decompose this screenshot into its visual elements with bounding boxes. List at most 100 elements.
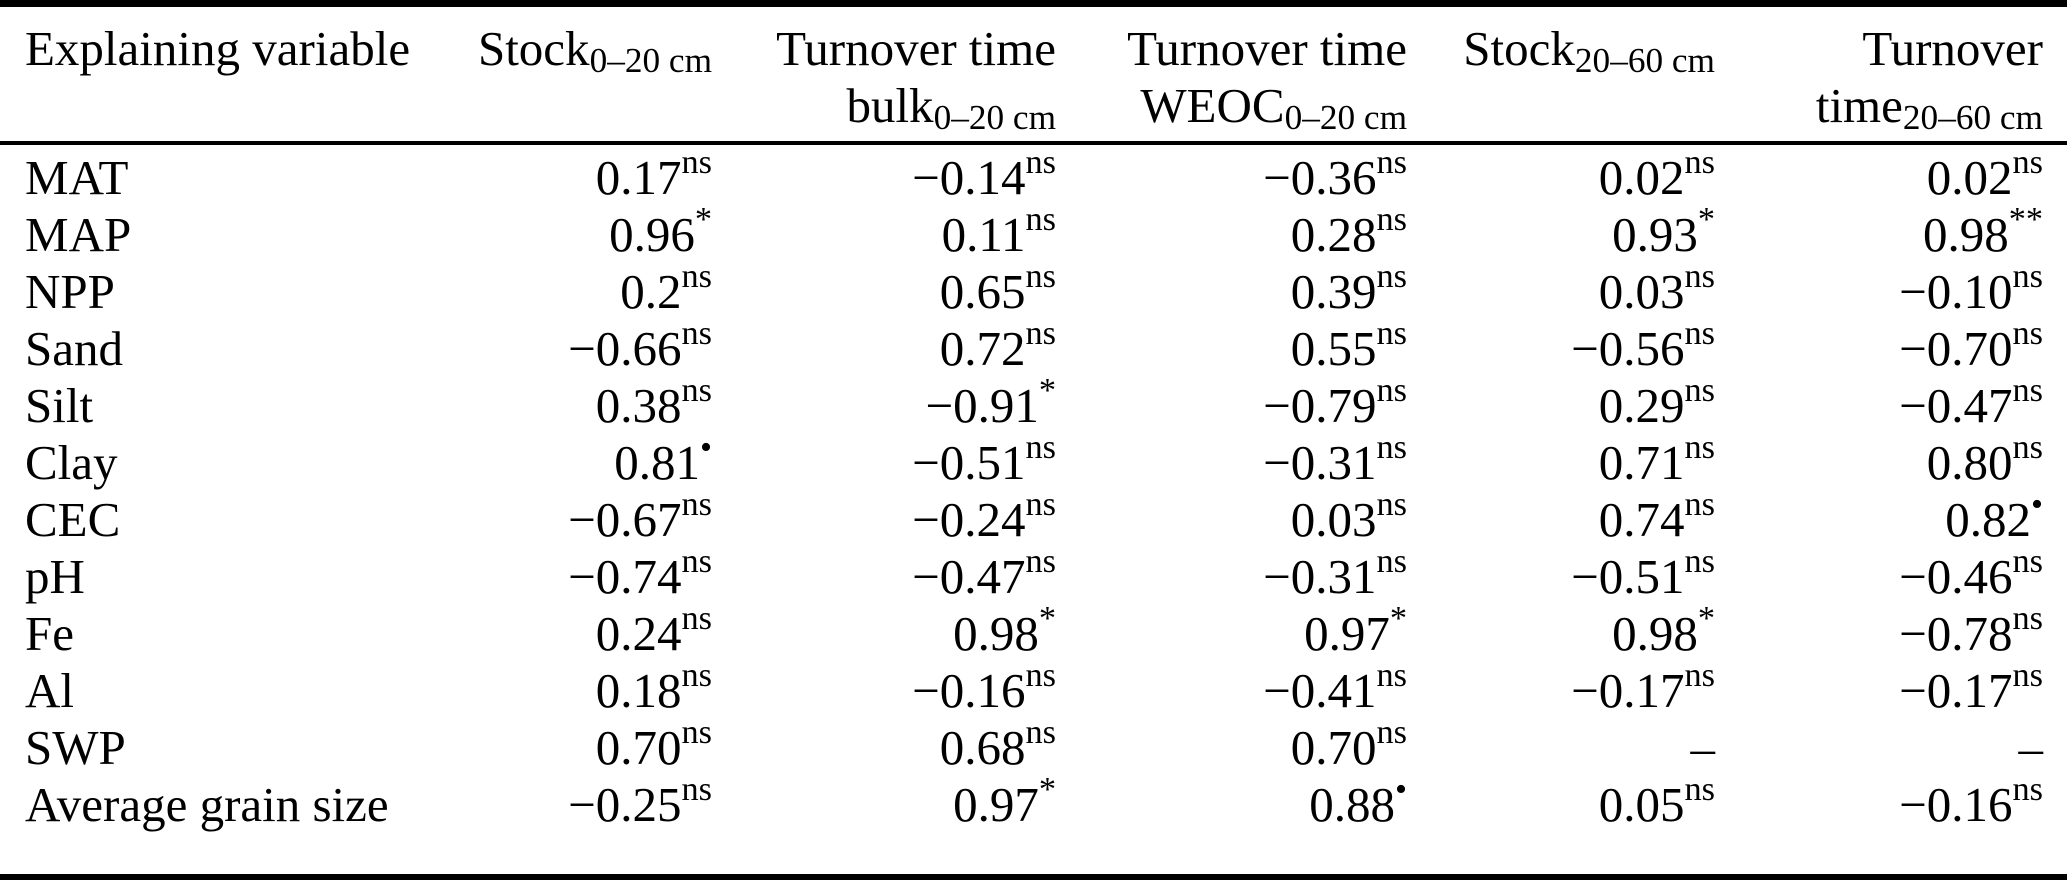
value-cell: 0.82• bbox=[1715, 486, 2067, 548]
value-cell: 0.96* bbox=[440, 201, 712, 263]
correlation-value: −0.36 bbox=[1263, 150, 1377, 205]
row-label: MAP bbox=[25, 207, 132, 262]
significance-superscript: * bbox=[1038, 769, 1056, 808]
significance-superscript: ns bbox=[1376, 655, 1408, 694]
significance-superscript: ns bbox=[1025, 256, 1057, 295]
correlation-value: −0.46 bbox=[1899, 549, 2013, 604]
significance-superscript: * bbox=[1038, 370, 1056, 409]
significance-superscript: ns bbox=[2012, 598, 2044, 637]
correlation-value: −0.79 bbox=[1263, 378, 1377, 433]
header-line: Explaining variable bbox=[25, 20, 440, 77]
row-label: SWP bbox=[25, 720, 126, 775]
column-header-turnover-time-20-60cm: Turnover time20–60 cm bbox=[1715, 7, 2067, 139]
correlation-value: −0.41 bbox=[1263, 663, 1377, 718]
value-cell: −0.36ns bbox=[1056, 139, 1407, 206]
header-line: Turnover time bbox=[1056, 20, 1407, 77]
significance-superscript: • bbox=[2030, 484, 2043, 523]
significance-superscript: ns bbox=[1376, 313, 1408, 352]
header-text: time bbox=[1815, 78, 1903, 133]
significance-superscript: ns bbox=[681, 484, 713, 523]
value-cell: −0.91* bbox=[712, 372, 1056, 434]
correlation-value: 0.68 bbox=[939, 720, 1026, 775]
significance-superscript: ns bbox=[2012, 769, 2044, 808]
value-cell: 0.29ns bbox=[1407, 372, 1715, 434]
correlation-value: 0.65 bbox=[939, 264, 1026, 319]
value-cell: 0.72ns bbox=[712, 315, 1056, 377]
correlation-value: −0.31 bbox=[1263, 435, 1377, 490]
correlation-value: 0.18 bbox=[595, 663, 682, 718]
row-label: pH bbox=[25, 549, 85, 604]
correlation-value: −0.67 bbox=[568, 492, 682, 547]
value-cell: −0.56ns bbox=[1407, 315, 1715, 377]
correlation-value: 0.70 bbox=[595, 720, 682, 775]
value-cell: 0.02ns bbox=[1715, 139, 2067, 206]
table-bottom-rule bbox=[0, 874, 2067, 880]
value-cell: 0.18ns bbox=[440, 657, 712, 719]
correlation-value: −0.17 bbox=[1571, 663, 1685, 718]
correlation-table: Explaining variable Stock0–20 cm Turnover … bbox=[0, 7, 2067, 833]
value-cell: 0.38ns bbox=[440, 372, 712, 434]
significance-superscript: ns bbox=[1025, 712, 1057, 751]
significance-superscript: ns bbox=[681, 655, 713, 694]
significance-superscript: ns bbox=[1376, 712, 1408, 751]
table-row: Average grain size −0.25ns 0.97* 0.88• 0.05n… bbox=[0, 771, 2067, 833]
correlation-value: −0.10 bbox=[1899, 264, 2013, 319]
correlation-value: 0.93 bbox=[1612, 207, 1698, 262]
value-cell: 0.17ns bbox=[440, 139, 712, 206]
correlation-value: 0.29 bbox=[1598, 378, 1685, 433]
value-cell: −0.79ns bbox=[1056, 372, 1407, 434]
significance-superscript: ns bbox=[1376, 199, 1408, 238]
significance-superscript: • bbox=[699, 427, 712, 466]
table-header: Explaining variable Stock0–20 cm Turnover … bbox=[0, 7, 2067, 139]
correlation-value: 0.24 bbox=[595, 606, 682, 661]
significance-superscript: ns bbox=[681, 598, 713, 637]
value-cell: −0.41ns bbox=[1056, 657, 1407, 719]
table-top-rule bbox=[0, 0, 2067, 7]
correlation-value: 0.05 bbox=[1598, 777, 1685, 832]
correlation-value: 0.98 bbox=[1612, 606, 1698, 661]
value-cell: 0.68ns bbox=[712, 714, 1056, 776]
value-cell: 0.11ns bbox=[712, 201, 1056, 263]
value-cell: −0.17ns bbox=[1715, 657, 2067, 719]
row-label: MAT bbox=[25, 150, 129, 205]
significance-superscript: • bbox=[1394, 769, 1407, 808]
significance-superscript: ns bbox=[1684, 541, 1716, 580]
significance-superscript: ns bbox=[1376, 256, 1408, 295]
value-cell: −0.16ns bbox=[712, 657, 1056, 719]
depth-subscript: 20–60 cm bbox=[1902, 98, 2043, 138]
significance-superscript: ns bbox=[1684, 655, 1716, 694]
value-cell: −0.31ns bbox=[1056, 543, 1407, 605]
correlation-value: 0.17 bbox=[595, 150, 682, 205]
table-row: pH −0.74ns −0.47ns −0.31ns −0.51ns −0.46ns bbox=[0, 543, 2067, 605]
correlation-value: −0.66 bbox=[568, 321, 682, 376]
value-cell: −0.17ns bbox=[1407, 657, 1715, 719]
significance-superscript: ns bbox=[1025, 655, 1057, 694]
header-line: Turnover time bbox=[712, 20, 1056, 77]
value-cell: 0.2ns bbox=[440, 258, 712, 320]
correlation-value: −0.24 bbox=[912, 492, 1026, 547]
correlation-value: – bbox=[1690, 720, 1716, 775]
significance-superscript: ns bbox=[2012, 541, 2044, 580]
significance-superscript: ns bbox=[681, 313, 713, 352]
value-cell: 0.28ns bbox=[1056, 201, 1407, 263]
table-row: MAP 0.96* 0.11ns 0.28ns 0.93* 0.98** bbox=[0, 201, 2067, 263]
value-cell: 0.80ns bbox=[1715, 429, 2067, 491]
significance-superscript: ns bbox=[2012, 256, 2044, 295]
row-label: Al bbox=[25, 663, 74, 718]
table-body: MAT 0.17ns −0.14ns −0.36ns 0.02ns 0.02ns MAP 0.… bbox=[0, 139, 2067, 833]
value-cell: 0.24ns bbox=[440, 600, 712, 662]
value-cell: 0.55ns bbox=[1056, 315, 1407, 377]
table-row: Fe 0.24ns 0.98* 0.97* 0.98* −0.78ns bbox=[0, 600, 2067, 662]
header-text: Stock bbox=[1463, 21, 1575, 76]
significance-superscript: ns bbox=[681, 142, 713, 181]
significance-superscript: ns bbox=[2012, 427, 2044, 466]
value-cell: −0.24ns bbox=[712, 486, 1056, 548]
significance-superscript: ns bbox=[2012, 313, 2044, 352]
value-cell: 0.05ns bbox=[1407, 771, 1715, 833]
table-row: Al 0.18ns −0.16ns −0.41ns −0.17ns −0.17ns bbox=[0, 657, 2067, 719]
correlation-value: 0.28 bbox=[1290, 207, 1377, 262]
correlation-value: −0.56 bbox=[1571, 321, 1685, 376]
value-cell: 0.88• bbox=[1056, 771, 1407, 833]
significance-superscript: ns bbox=[681, 256, 713, 295]
